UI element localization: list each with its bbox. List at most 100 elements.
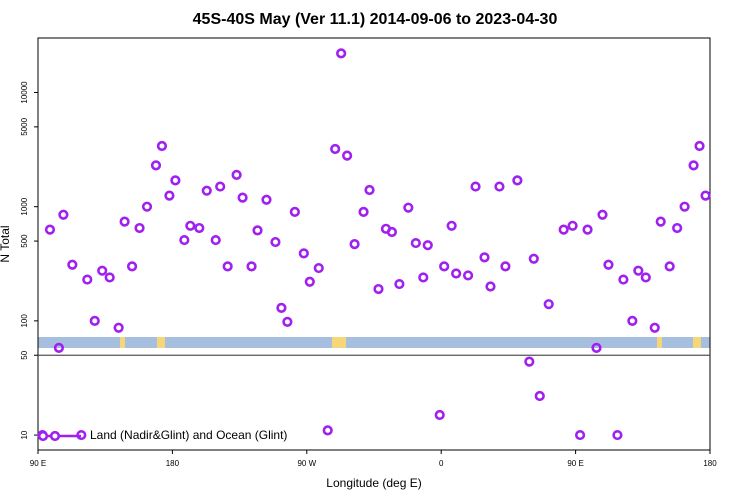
legend-marker [49, 430, 61, 442]
point [298, 248, 309, 259]
point [179, 234, 190, 246]
point [612, 429, 623, 441]
point [418, 272, 429, 283]
point [330, 143, 341, 155]
plot-frame [37, 37, 711, 451]
point [304, 276, 315, 287]
point [494, 181, 505, 192]
point [289, 206, 300, 218]
point [386, 226, 398, 238]
x-tick-label: 180 [703, 459, 717, 468]
y-tick-label: 500 [20, 234, 29, 248]
point [627, 315, 638, 326]
point [534, 390, 545, 402]
point [104, 272, 115, 283]
point [210, 234, 221, 246]
y-tick-label: 10000 [20, 81, 29, 104]
point [261, 194, 272, 205]
point [700, 190, 711, 201]
point [439, 261, 450, 272]
point [485, 281, 496, 292]
point [558, 224, 569, 235]
point [282, 316, 293, 327]
point [44, 224, 56, 235]
point [134, 222, 145, 234]
point [170, 175, 181, 186]
point [53, 342, 65, 353]
point [410, 237, 421, 249]
legend-label: Land (Nadir&Glint) and Ocean (Glint) [90, 428, 287, 442]
point [276, 302, 287, 313]
point [246, 261, 257, 272]
point [500, 261, 511, 272]
y-tick-label: 10 [20, 430, 29, 439]
point [672, 222, 683, 234]
point [201, 185, 212, 196]
point [655, 216, 666, 227]
x-tick-label: 90 E [30, 459, 46, 468]
point [512, 175, 523, 186]
point [82, 274, 93, 285]
point [403, 202, 414, 213]
point [322, 425, 333, 436]
point [156, 140, 168, 152]
point [252, 225, 263, 236]
point [349, 239, 360, 250]
point [394, 278, 405, 290]
ocean-band [38, 337, 710, 348]
chart-title: 45S-40S May (Ver 11.1) 2014-09-06 to 202… [193, 11, 558, 28]
x-axis-label: Longitude (deg E) [326, 476, 421, 490]
y-axis-label: N Total [0, 225, 12, 262]
point [591, 342, 602, 353]
x-tick-label: 0 [439, 459, 444, 468]
point [222, 261, 233, 272]
point [618, 274, 629, 285]
point [113, 322, 124, 333]
land-ocean-band [38, 337, 710, 348]
point [364, 184, 375, 196]
land-band [693, 337, 701, 348]
point [89, 315, 100, 326]
land-band [120, 337, 125, 348]
point [524, 356, 535, 367]
point [528, 253, 539, 264]
point [215, 181, 226, 192]
point [543, 299, 554, 310]
point [313, 262, 324, 274]
point [633, 265, 644, 276]
point [597, 209, 608, 220]
point [358, 206, 369, 218]
point [97, 265, 108, 276]
point [126, 261, 138, 272]
point [603, 259, 614, 270]
point [664, 261, 675, 272]
land-band [157, 337, 165, 348]
point [688, 160, 699, 171]
point [479, 252, 490, 263]
point [679, 201, 690, 212]
point [150, 160, 162, 171]
point [336, 48, 347, 59]
legend-marker [37, 430, 49, 442]
point [462, 270, 474, 281]
point [67, 259, 78, 270]
point [446, 220, 457, 231]
land-band [657, 337, 662, 348]
point [270, 236, 281, 248]
x-tick-label: 90 E [567, 459, 583, 468]
y-tick-label: 5000 [20, 117, 29, 135]
point [649, 322, 660, 333]
point [582, 224, 593, 235]
y-tick-label: 1000 [20, 197, 29, 215]
point [434, 409, 445, 421]
point [470, 181, 481, 192]
point [574, 429, 586, 441]
point [694, 140, 705, 152]
point [164, 190, 175, 201]
x-tick-label: 90 W [297, 459, 316, 468]
point [119, 216, 130, 227]
x-tick-label: 180 [166, 459, 180, 468]
point [185, 220, 196, 231]
